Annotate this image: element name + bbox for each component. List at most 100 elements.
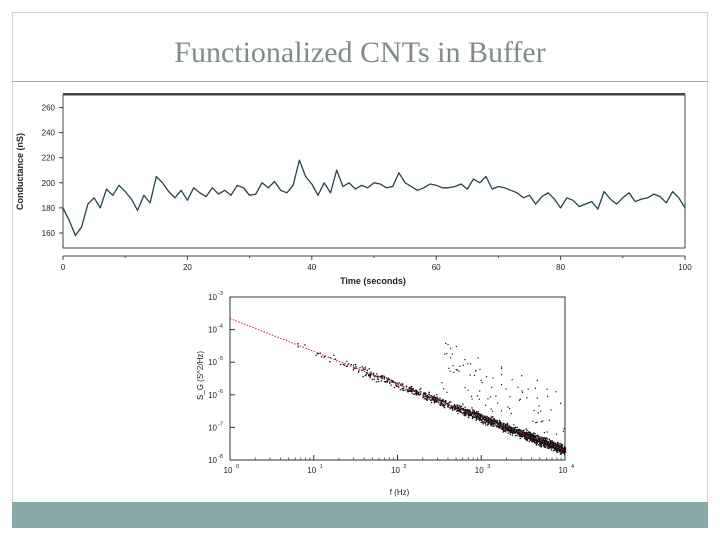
chart2-point [472, 413, 475, 415]
chart2-point [333, 354, 335, 356]
chart2-point [554, 442, 556, 445]
chart2-point [549, 446, 551, 448]
chart2-point [449, 408, 451, 410]
chart2-point [527, 434, 529, 436]
chart2-point [509, 427, 511, 429]
chart2-point [540, 444, 542, 446]
chart2-point [522, 431, 525, 434]
chart2-point [376, 373, 378, 375]
chart1-ytick-label: 260 [42, 104, 56, 113]
chart2-point [467, 416, 469, 418]
chart2-point [513, 424, 515, 426]
chart2-ylabel: S_G (S^2/Hz) [196, 351, 205, 400]
chart2-point [396, 382, 398, 384]
chart2-point [527, 388, 529, 390]
chart2-point [370, 375, 372, 377]
chart2-point [518, 432, 520, 434]
chart2-point [407, 389, 409, 391]
chart2-point [439, 403, 441, 406]
chart2-point [555, 448, 558, 450]
chart2-point [564, 447, 566, 449]
chart2-point [544, 440, 546, 442]
chart2-ytick-exponent: -7 [218, 421, 223, 427]
chart2-point [491, 420, 494, 422]
chart2-point [470, 414, 472, 417]
chart2-point [538, 438, 540, 440]
chart2-point [516, 430, 518, 433]
chart2-point [486, 421, 488, 423]
chart2-point [500, 367, 503, 370]
chart2-point [506, 422, 509, 424]
chart2-point [509, 429, 511, 431]
chart2-point [519, 433, 521, 435]
chart2-point [490, 419, 492, 421]
chart2-point [370, 373, 372, 375]
chart1-xtick-label: 40 [307, 263, 316, 272]
chart2-point [515, 426, 517, 428]
chart2-point [490, 421, 492, 424]
chart2-point [550, 446, 552, 448]
chart2-point [550, 445, 553, 447]
chart2-point [427, 396, 429, 398]
chart2-point [495, 422, 498, 424]
chart2-point [519, 437, 521, 440]
chart2-point [521, 434, 523, 436]
chart2-point [471, 398, 473, 400]
chart2-point [422, 394, 424, 397]
chart2-point [552, 442, 555, 445]
chart2-point [509, 396, 511, 398]
chart2-point [453, 371, 455, 373]
chart2-point [477, 418, 479, 420]
chart2-point [519, 398, 521, 400]
chart2-point [456, 369, 458, 371]
chart2-point [415, 389, 417, 391]
chart2-point [445, 342, 447, 344]
chart2-point [412, 388, 414, 391]
chart2-point [454, 406, 456, 409]
chart2-point [430, 401, 433, 404]
chart2-point [510, 431, 513, 433]
chart2-point [472, 415, 474, 417]
chart2-point [426, 397, 428, 399]
chart2-point [393, 386, 396, 389]
chart2-point [479, 415, 482, 417]
chart2-point [563, 452, 565, 454]
chart2-point [503, 429, 505, 431]
chart2-point [564, 448, 566, 450]
chart2-point [383, 381, 386, 383]
chart2-point [369, 376, 371, 378]
chart2-point [467, 409, 469, 411]
chart2-point [538, 436, 541, 438]
chart2-point [476, 412, 479, 414]
chart2-point [506, 428, 508, 430]
chart2-point [542, 442, 544, 444]
chart2-point [538, 437, 540, 439]
chart2-point [509, 431, 511, 433]
chart2-point [455, 408, 457, 410]
chart2-point [459, 409, 461, 411]
chart2-point [544, 438, 547, 441]
chart2-ytick-label: 10 [208, 391, 217, 400]
chart2-point [535, 438, 537, 440]
chart2-point [517, 432, 519, 434]
chart2-point [565, 451, 567, 453]
chart2-point [475, 418, 477, 420]
chart2-point [502, 423, 504, 425]
chart2-point [440, 402, 442, 404]
chart2-point [381, 375, 383, 377]
chart2-point [493, 420, 495, 423]
chart2-point [433, 400, 436, 402]
chart2-point [447, 343, 449, 346]
chart2-point [412, 388, 414, 390]
chart2-point [532, 436, 535, 439]
chart2-point [425, 398, 427, 400]
chart2-point [526, 439, 529, 441]
chart2-point [534, 440, 536, 442]
chart2-point [477, 414, 479, 416]
chart1-xtick-label: 100 [678, 263, 692, 272]
chart2-point [517, 429, 520, 432]
chart2-point [545, 440, 547, 442]
chart2-point [490, 421, 492, 423]
chart2-point [564, 451, 566, 453]
